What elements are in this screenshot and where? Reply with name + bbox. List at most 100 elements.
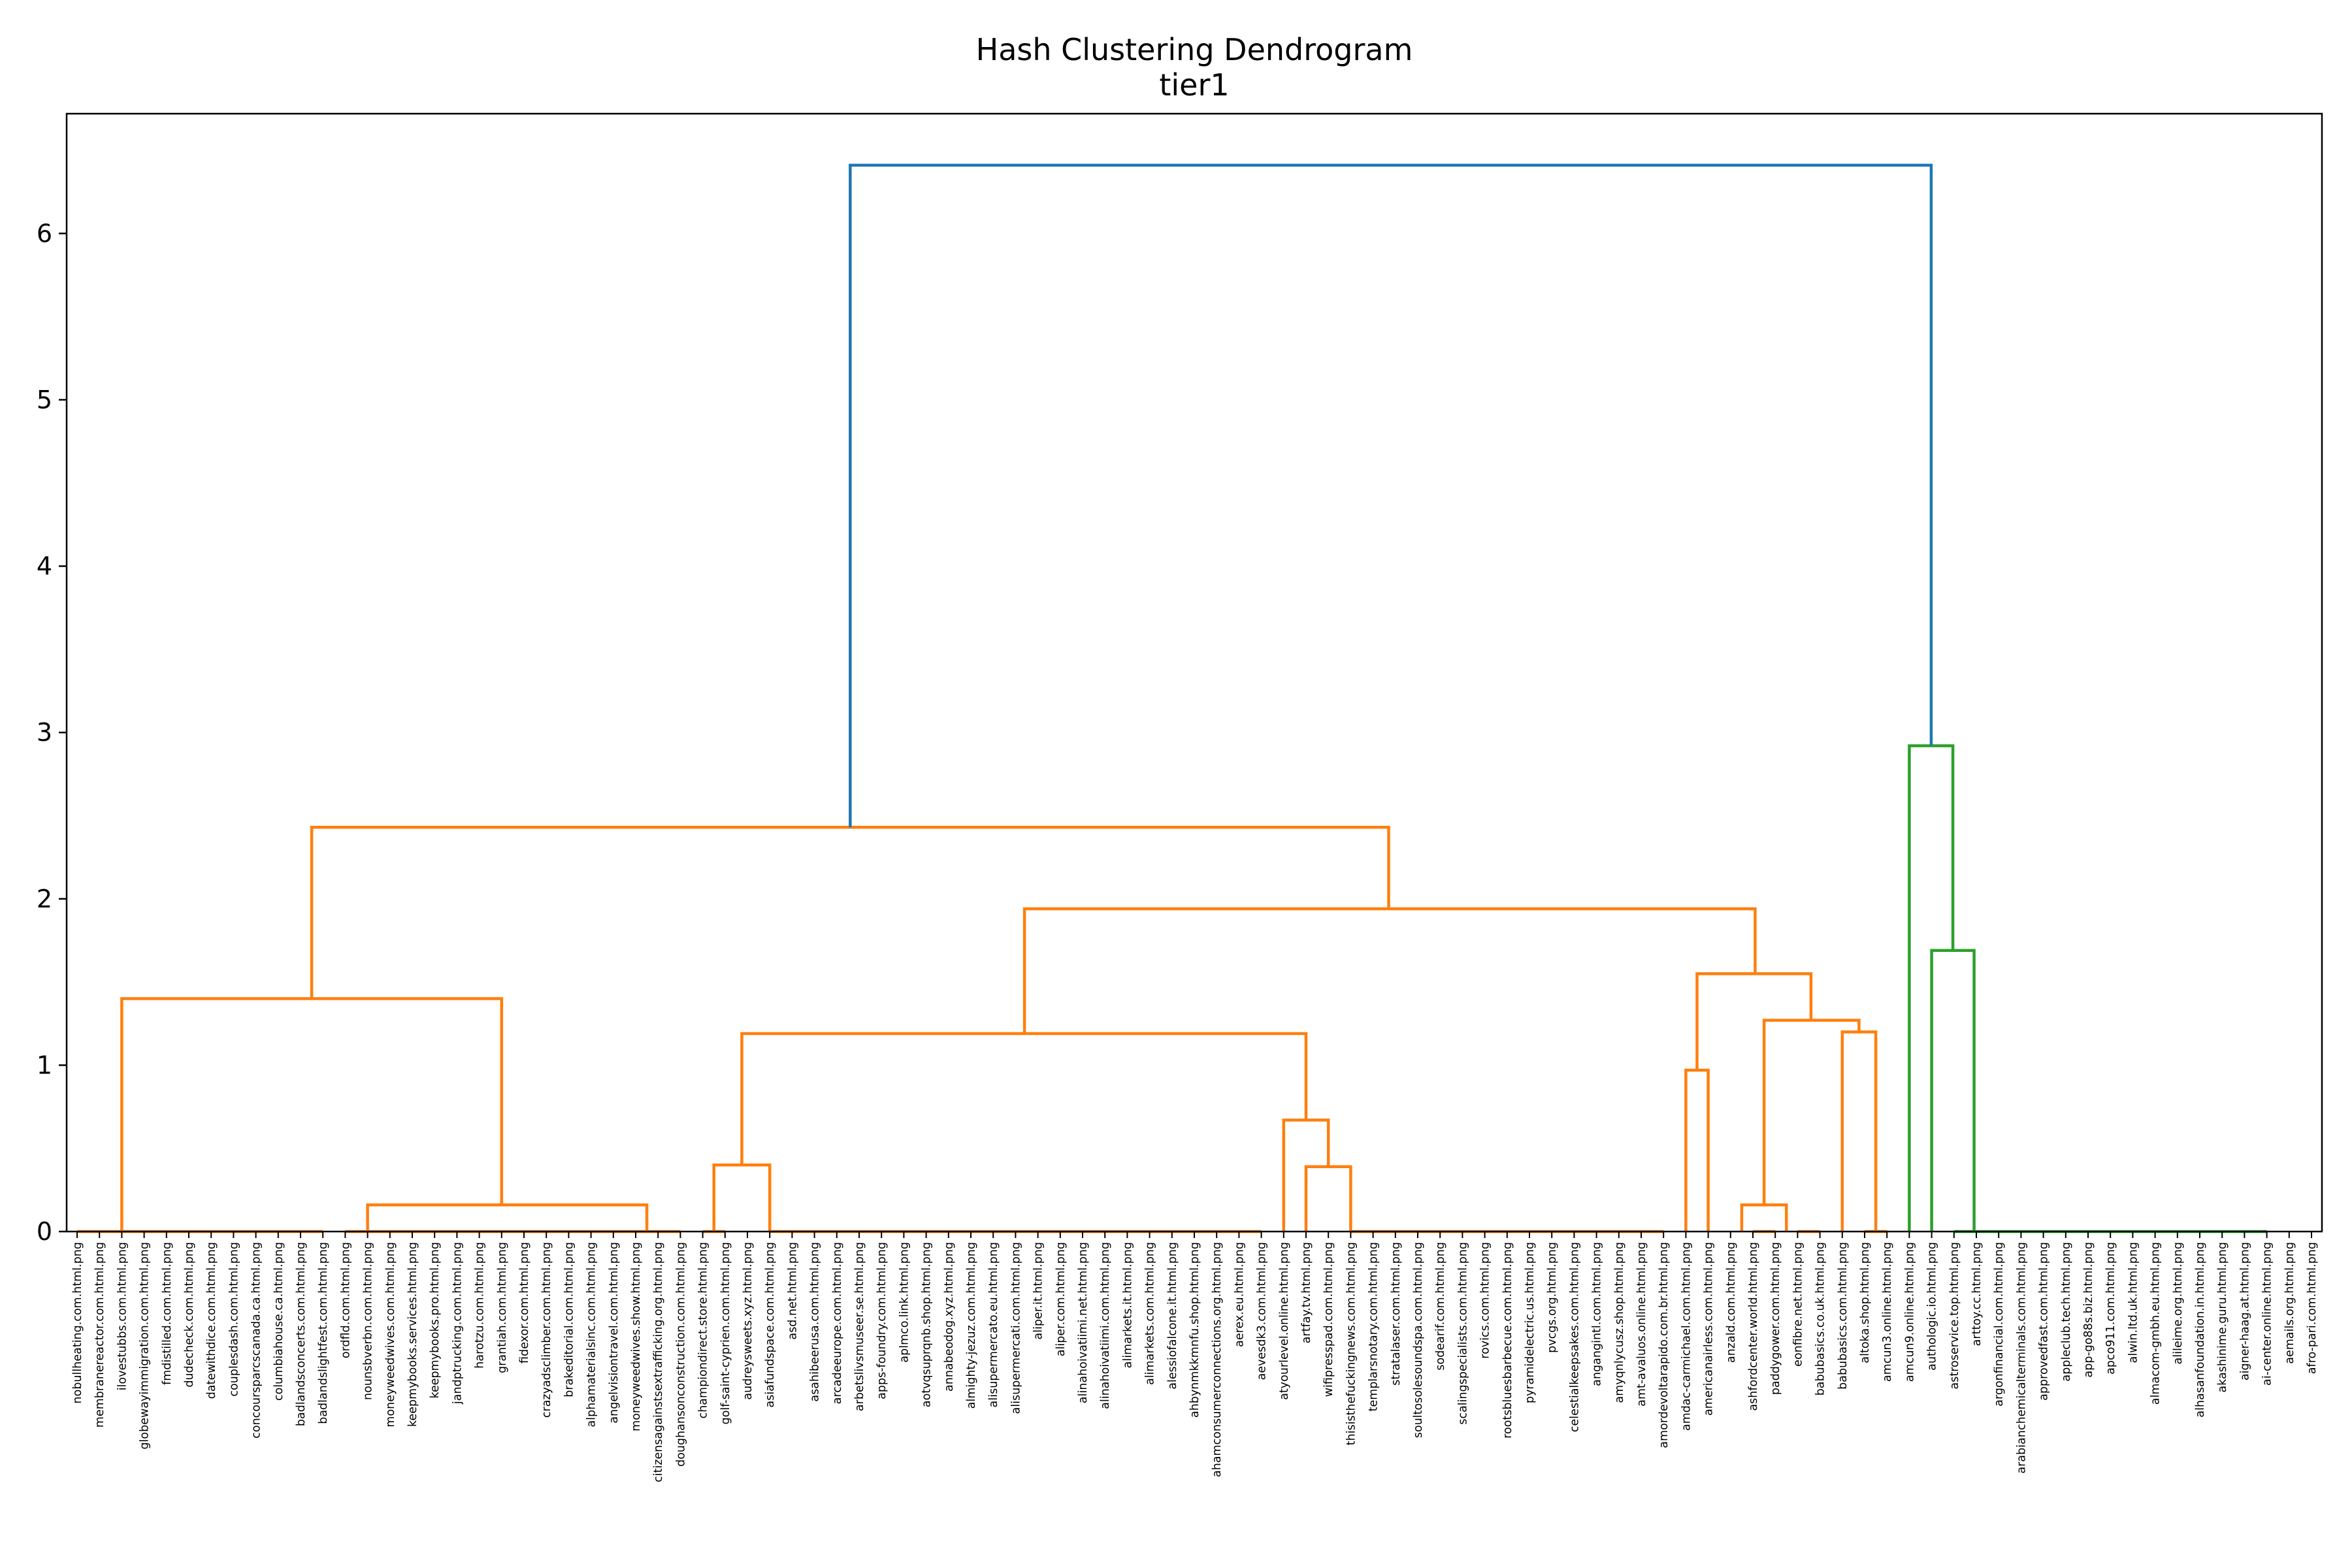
leaf-labels: nobullheating.com.html.png membranereacto… bbox=[71, 1232, 2319, 1482]
leaf-label: alimarkets.com.html.png bbox=[1144, 1242, 1157, 1385]
leaf-label: rootsbluesbarbecue.com.html.png bbox=[1501, 1242, 1514, 1439]
dendrogram-link bbox=[310, 826, 1390, 999]
leaf-label: aerex.eu.html.png bbox=[1233, 1242, 1246, 1347]
leaf-label: stratalaser.com.html.png bbox=[1390, 1242, 1403, 1386]
leaf-label: scalingspecialists.com.html.png bbox=[1456, 1242, 1469, 1425]
dendrogram-link bbox=[849, 163, 1933, 828]
leaf-label: crazyadsclimber.com.html.png bbox=[540, 1242, 553, 1418]
leaf-label: alinahoivatiimi.com.html.png bbox=[1099, 1242, 1112, 1409]
dendrogram-link bbox=[1282, 1119, 1330, 1232]
leaf-label: amordevoltarapido.com.br.html.png bbox=[1658, 1242, 1671, 1448]
leaf-label: alwin.ltd.uk.html.png bbox=[2127, 1242, 2140, 1363]
leaf-label: wifipresspad.com.html.png bbox=[1322, 1242, 1335, 1397]
chart-subtitle: tier1 bbox=[1159, 67, 1229, 103]
y-tick-label: 2 bbox=[37, 885, 52, 913]
y-tick-label: 1 bbox=[37, 1051, 52, 1079]
leaf-label: arbetslivsmuseer.se.html.png bbox=[853, 1242, 866, 1411]
leaf-label: americanairless.com.html.png bbox=[1703, 1242, 1716, 1416]
leaf-label: alinahoivatiimi.net.html.png bbox=[1077, 1242, 1090, 1403]
leaf-label: aplmco.link.html.png bbox=[898, 1242, 911, 1363]
leaf-label: asd.net.html.png bbox=[786, 1242, 799, 1340]
leaf-label: ai-center.online.html.png bbox=[2261, 1242, 2274, 1386]
leaf-label: alimarkets.it.html.png bbox=[1121, 1242, 1134, 1368]
leaf-label: moneyweedwives.show.html.png bbox=[630, 1242, 643, 1431]
leaf-label: almacom-gmbh.eu.html.png bbox=[2149, 1242, 2163, 1405]
leaf-label: audreysweets.xyz.html.png bbox=[742, 1242, 755, 1400]
plot-frame bbox=[65, 112, 2323, 1233]
dendrogram-link bbox=[1022, 907, 1757, 1034]
leaf-label: jandptrucking.com.html.png bbox=[451, 1242, 464, 1405]
leaf-label: aevesdk3.com.html.png bbox=[1256, 1242, 1269, 1380]
dendrogram-link bbox=[1684, 1068, 1710, 1232]
leaf-label: brakeditorial.com.html.png bbox=[563, 1242, 576, 1397]
leaf-label: alisupermercati.com.html.png bbox=[1009, 1242, 1022, 1414]
dendrogram-link bbox=[366, 1203, 649, 1232]
leaf-label: aliper.com.html.png bbox=[1054, 1242, 1068, 1356]
leaf-label: sodearif.com.html.png bbox=[1434, 1242, 1447, 1371]
leaf-label: ahamconsumerconnections.org.html.png bbox=[1211, 1242, 1224, 1477]
leaf-label: templarsnotary.com.html.png bbox=[1367, 1242, 1380, 1411]
dendrogram-link bbox=[1930, 949, 1976, 1232]
leaf-label: amdac-carmichael.com.html.png bbox=[1680, 1242, 1693, 1431]
leaf-label: apps-foundry.com.html.png bbox=[875, 1242, 889, 1399]
leaf-label: afro-pari.com.html.png bbox=[2306, 1242, 2319, 1374]
y-tick-label: 0 bbox=[37, 1217, 52, 1246]
leaf-label: app-go88s.biz.html.png bbox=[2082, 1242, 2095, 1377]
leaf-label: ilovestubbs.com.html.png bbox=[116, 1242, 129, 1390]
leaf-label: dudecheck.com.html.png bbox=[183, 1242, 196, 1388]
leaf-label: arcadeeurope.com.html.png bbox=[831, 1242, 844, 1404]
leaf-label: aotvqsuprqnb.shop.html.png bbox=[921, 1242, 934, 1407]
leaf-label: alphamaterialsinc.com.html.png bbox=[585, 1242, 598, 1427]
leaf-label: babubasics.com.html.png bbox=[1837, 1242, 1850, 1390]
leaf-label: golf-saint-cyprien.com.html.png bbox=[719, 1242, 732, 1424]
leaf-label: couplesdash.com.html.png bbox=[227, 1242, 240, 1397]
dendrogram-link bbox=[120, 997, 504, 1232]
leaf-label: rovics.com.html.png bbox=[1479, 1242, 1492, 1359]
leaf-label: eonfibre.net.html.png bbox=[1791, 1242, 1805, 1367]
dendrogram-link bbox=[1304, 1165, 1352, 1232]
leaf-label: anzald.com.html.png bbox=[1725, 1242, 1738, 1363]
leaf-label: nounsbverbn.com.html.png bbox=[362, 1242, 375, 1400]
dendrogram-link bbox=[1740, 1203, 1788, 1232]
y-tick-label: 5 bbox=[37, 385, 52, 414]
leaf-label: paddygower.com.html.png bbox=[1769, 1242, 1782, 1395]
leaf-label: atyourlevel.online.html.png bbox=[1278, 1242, 1291, 1400]
leaf-label: championdirect.store.html.png bbox=[697, 1242, 710, 1418]
leaf-label: angangintl.com.html.png bbox=[1591, 1242, 1604, 1386]
leaf-label: approvedfast.com.html.png bbox=[2038, 1242, 2051, 1401]
leaf-label: membranereactor.com.html.png bbox=[93, 1242, 106, 1428]
leaf-label: concoursparcscanada.ca.html.png bbox=[250, 1242, 263, 1439]
leaf-label: amcun9.online.html.png bbox=[1903, 1242, 1916, 1382]
leaf-label: asiafundspace.com.html.png bbox=[764, 1242, 777, 1407]
leaf-label: alileime.org.html.png bbox=[2172, 1242, 2185, 1364]
dendrogram-link bbox=[740, 1032, 1308, 1166]
leaf-label: ahbynmkkmnfu.shop.html.png bbox=[1188, 1242, 1201, 1418]
leaf-label: ashfordcenter.world.html.png bbox=[1747, 1242, 1760, 1411]
dendrogram-link bbox=[1762, 1019, 1861, 1205]
leaf-label: apco911.com.html.png bbox=[2104, 1242, 2117, 1375]
leaf-label: keepmybooks.pro.html.png bbox=[429, 1242, 442, 1399]
dendrogram-link bbox=[1908, 744, 1955, 1232]
leaf-label: celestialkeepsakes.com.html.png bbox=[1568, 1242, 1581, 1432]
leaf-label: doughansonconstruction.com.html.png bbox=[674, 1242, 687, 1467]
leaf-label: badlandsconcerts.com.html.png bbox=[295, 1242, 308, 1426]
leaf-label: authologic.io.html.png bbox=[1926, 1242, 1939, 1371]
dendrogram-link bbox=[1695, 972, 1813, 1071]
leaf-label: angelvisiontravel.com.html.png bbox=[608, 1242, 621, 1424]
leaf-label: moneyweedwives.com.html.png bbox=[384, 1242, 397, 1428]
leaf-label: arttoy.cc.html.png bbox=[1970, 1242, 1984, 1346]
leaf-label: astroservice.top.html.png bbox=[1948, 1242, 1961, 1389]
y-tick-label: 4 bbox=[37, 552, 52, 581]
leaf-label: almighty-jezuz.com.html.png bbox=[965, 1242, 978, 1409]
y-tick-label: 6 bbox=[37, 219, 52, 248]
leaf-label: alessiofalcone.it.html.png bbox=[1166, 1242, 1179, 1390]
y-tick-label: 3 bbox=[37, 718, 52, 747]
leaf-label: alisupermercato.eu.html.png bbox=[987, 1242, 1000, 1407]
leaf-label: aigner-haag.at.html.png bbox=[2238, 1242, 2251, 1380]
leaf-label: aliper.it.html.png bbox=[1032, 1242, 1045, 1340]
leaf-label: thisisthefuckingnews.com.html.png bbox=[1345, 1242, 1358, 1445]
leaf-label: asahibeerusa.com.html.png bbox=[809, 1242, 822, 1402]
leaf-label: altoka.shop.html.png bbox=[1859, 1242, 1872, 1364]
leaf-label: pyramidelectric.us.html.png bbox=[1524, 1242, 1537, 1403]
leaf-label: fidexor.com.html.png bbox=[518, 1242, 531, 1364]
